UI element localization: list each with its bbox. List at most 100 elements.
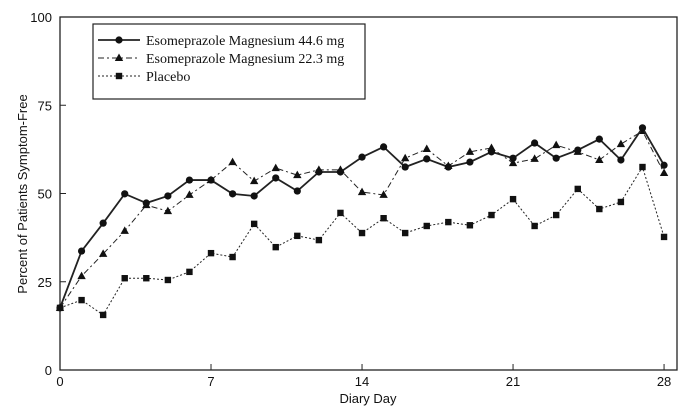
data-point [207,249,215,257]
y-tick-label: 25 [38,275,52,290]
data-point [487,148,496,156]
data-point [250,220,258,228]
data-point [78,296,85,304]
data-point [660,233,668,241]
data-point [294,232,301,240]
y-axis-label: Percent of Patients Symptom-Free [15,94,30,293]
series-square [56,163,668,319]
y-tick-label: 50 [38,187,52,202]
data-point [445,218,452,226]
data-point [508,158,518,167]
legend-label: Esomeprazole Magnesium 22.3 mg [146,52,344,67]
data-point [639,163,646,171]
data-point [293,170,302,179]
data-point [207,176,215,184]
data-point [164,192,172,200]
legend: Esomeprazole Magnesium 44.6 mg Esomeprazo… [92,23,366,100]
data-point [250,192,258,200]
legend-marker [115,72,123,80]
data-point [142,199,150,207]
data-point [595,135,603,143]
data-point [228,190,237,198]
data-point [423,222,430,230]
data-point [531,139,539,147]
data-point [77,247,86,255]
data-point [358,153,366,161]
x-tick-label: 7 [207,374,214,389]
data-point [272,174,280,182]
data-point [400,153,410,162]
data-point [574,146,582,154]
data-point [617,198,625,206]
data-point [509,195,517,203]
data-point [488,211,495,219]
data-point [337,209,344,217]
data-point [293,187,301,195]
data-point [186,268,193,276]
data-point [595,155,604,163]
x-tick-label: 14 [355,374,369,389]
data-point [77,271,86,280]
x-axis-label: Diary Day [339,391,397,406]
data-point [574,185,581,193]
data-point [99,311,107,319]
legend-box [92,23,366,100]
data-point [99,219,107,227]
data-point [229,253,236,261]
data-point [121,275,128,282]
data-point [56,304,64,312]
data-point [380,143,388,151]
y-tick-label: 100 [30,10,52,25]
legend-marker [115,36,123,44]
x-tick-label: 28 [657,374,671,389]
y-tick-label: 75 [38,98,52,113]
x-tick-label: 21 [506,374,520,389]
data-point [380,215,387,222]
data-point [185,176,194,184]
data-point [616,139,626,148]
data-point [272,243,279,251]
data-point [401,229,409,237]
data-point [357,187,367,196]
data-point [660,161,668,169]
data-point [228,157,237,166]
data-point [466,158,474,166]
data-point [422,144,431,153]
x-tick-label: 0 [56,374,63,389]
data-point [617,156,625,164]
legend-marker [114,53,124,61]
data-point [659,168,669,177]
data-point [509,154,517,162]
data-point [163,206,173,215]
data-point [271,163,280,172]
legend-label: Esomeprazole Magnesium 44.6 mg [146,34,344,49]
data-point [444,163,452,171]
data-point [121,190,129,198]
data-point [143,275,150,282]
data-point [358,229,366,237]
data-point [164,276,172,284]
data-point [551,140,561,149]
series-circle [56,124,668,312]
data-point [120,226,129,234]
data-point [552,211,560,219]
data-point [185,190,194,198]
data-point [315,236,323,244]
y-tick-label: 0 [45,363,52,378]
data-point [596,205,603,213]
data-point [638,124,647,132]
data-point [423,155,431,163]
data-point [531,222,538,230]
data-point [401,163,409,171]
data-point [552,154,560,162]
data-point [530,154,539,162]
data-point [379,190,388,198]
series-line [59,165,665,316]
data-point [466,222,474,229]
legend-label: Placebo [146,70,190,85]
data-point [98,249,108,257]
data-point [249,176,259,185]
data-point [315,168,323,176]
data-point [465,147,475,155]
